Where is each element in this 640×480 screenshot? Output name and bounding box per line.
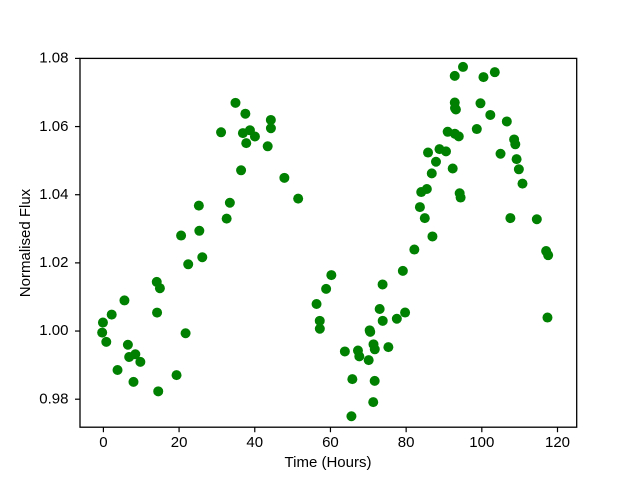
svg-text:1.08: 1.08: [39, 50, 68, 67]
svg-text:60: 60: [322, 434, 339, 451]
svg-text:1.04: 1.04: [39, 186, 68, 203]
svg-text:20: 20: [171, 434, 188, 451]
svg-text:100: 100: [469, 434, 494, 451]
svg-text:40: 40: [246, 434, 263, 451]
svg-text:Normalised Flux: Normalised Flux: [17, 188, 34, 297]
svg-text:120: 120: [545, 434, 570, 451]
svg-text:0: 0: [99, 434, 107, 451]
svg-text:Time (Hours): Time (Hours): [285, 454, 372, 471]
svg-text:80: 80: [398, 434, 415, 451]
svg-text:1.02: 1.02: [39, 254, 68, 271]
svg-text:1.06: 1.06: [39, 118, 68, 135]
svg-text:0.98: 0.98: [39, 390, 68, 407]
svg-text:1.00: 1.00: [39, 322, 68, 339]
